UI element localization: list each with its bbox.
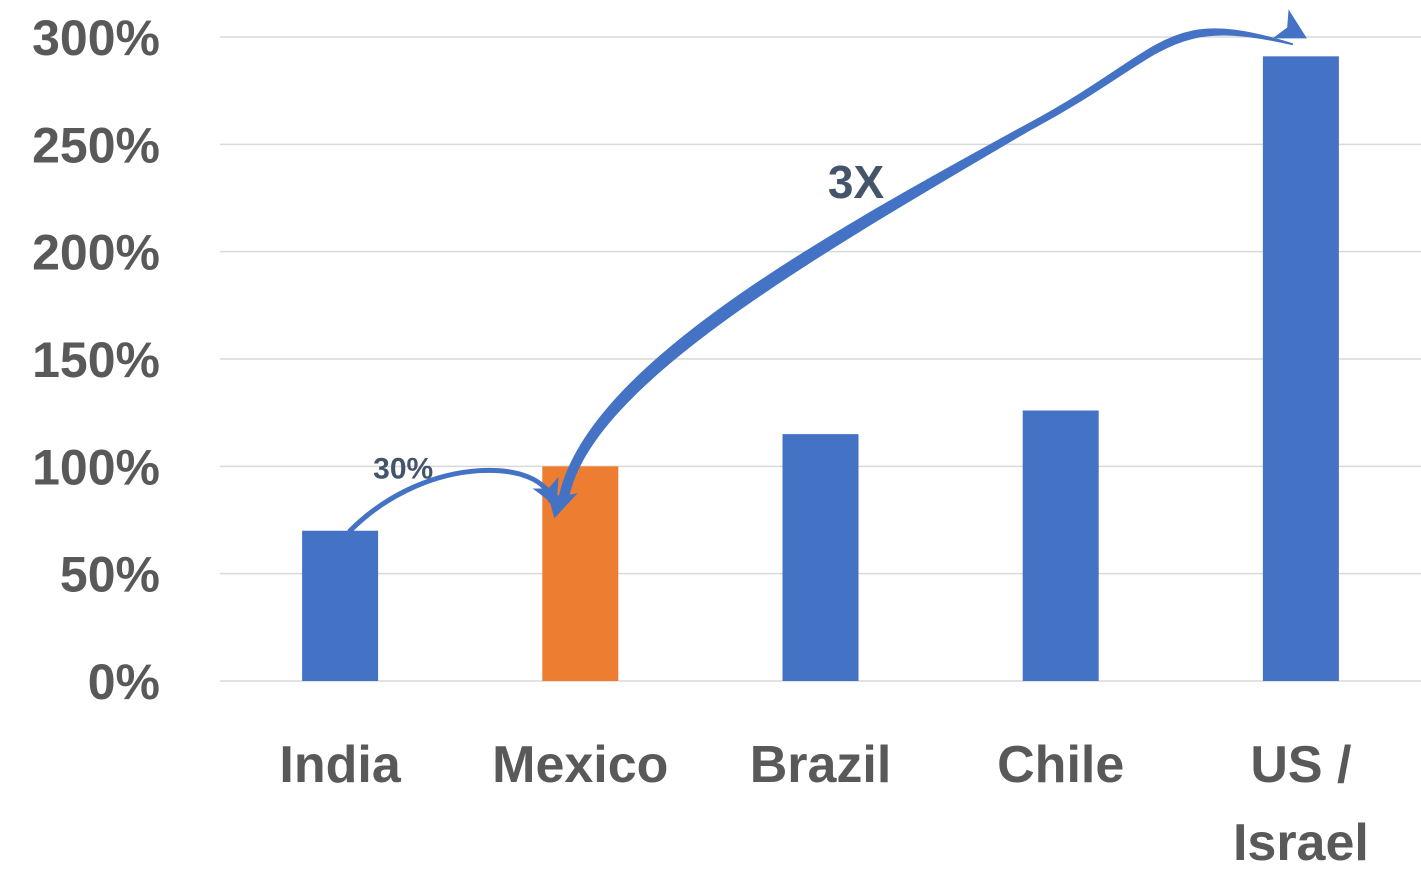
x-category-label-line: US /: [1250, 736, 1351, 794]
y-tick-label: 0%: [88, 654, 160, 710]
annotation-3x: 3X: [828, 156, 885, 208]
arrow-head: [1272, 9, 1307, 39]
x-category-label-line: Mexico: [492, 736, 668, 794]
y-axis-tick-labels: 0% 50% 100% 150% 200% 250% 300%: [32, 10, 160, 710]
arrow-mexico-to-us-israel: [556, 28, 1294, 507]
annotation-30-percent: 30%: [373, 453, 433, 486]
x-category-label-line: India: [279, 736, 401, 794]
x-category-label: Chile: [997, 736, 1124, 794]
annotations: 30% 3X: [347, 9, 1307, 534]
x-category-label: Brazil: [750, 736, 892, 794]
x-category-label-line: Israel: [1233, 814, 1369, 869]
y-tick-label: 200%: [32, 225, 160, 281]
bar: [302, 530, 379, 681]
arrow-india-to-mexico: [347, 467, 553, 534]
y-tick-label: 250%: [32, 117, 160, 173]
y-tick-label: 150%: [32, 332, 160, 388]
x-category-label-line: Chile: [997, 736, 1124, 794]
y-tick-label: 50%: [60, 547, 160, 603]
bars: [302, 56, 1339, 681]
x-category-label-line: Brazil: [750, 736, 892, 794]
y-tick-label: 100%: [32, 439, 160, 495]
x-category-label: India: [279, 736, 401, 794]
bar: [1022, 410, 1099, 681]
bar: [1262, 56, 1339, 681]
arrow-head: [545, 485, 578, 519]
x-axis-category-labels: India Mexico Brazil Chile US / Israel: [279, 736, 1368, 869]
y-tick-label: 300%: [32, 10, 160, 66]
x-category-label: US / Israel: [1233, 736, 1369, 869]
bar: [782, 434, 859, 681]
x-category-label: Mexico: [492, 736, 668, 794]
